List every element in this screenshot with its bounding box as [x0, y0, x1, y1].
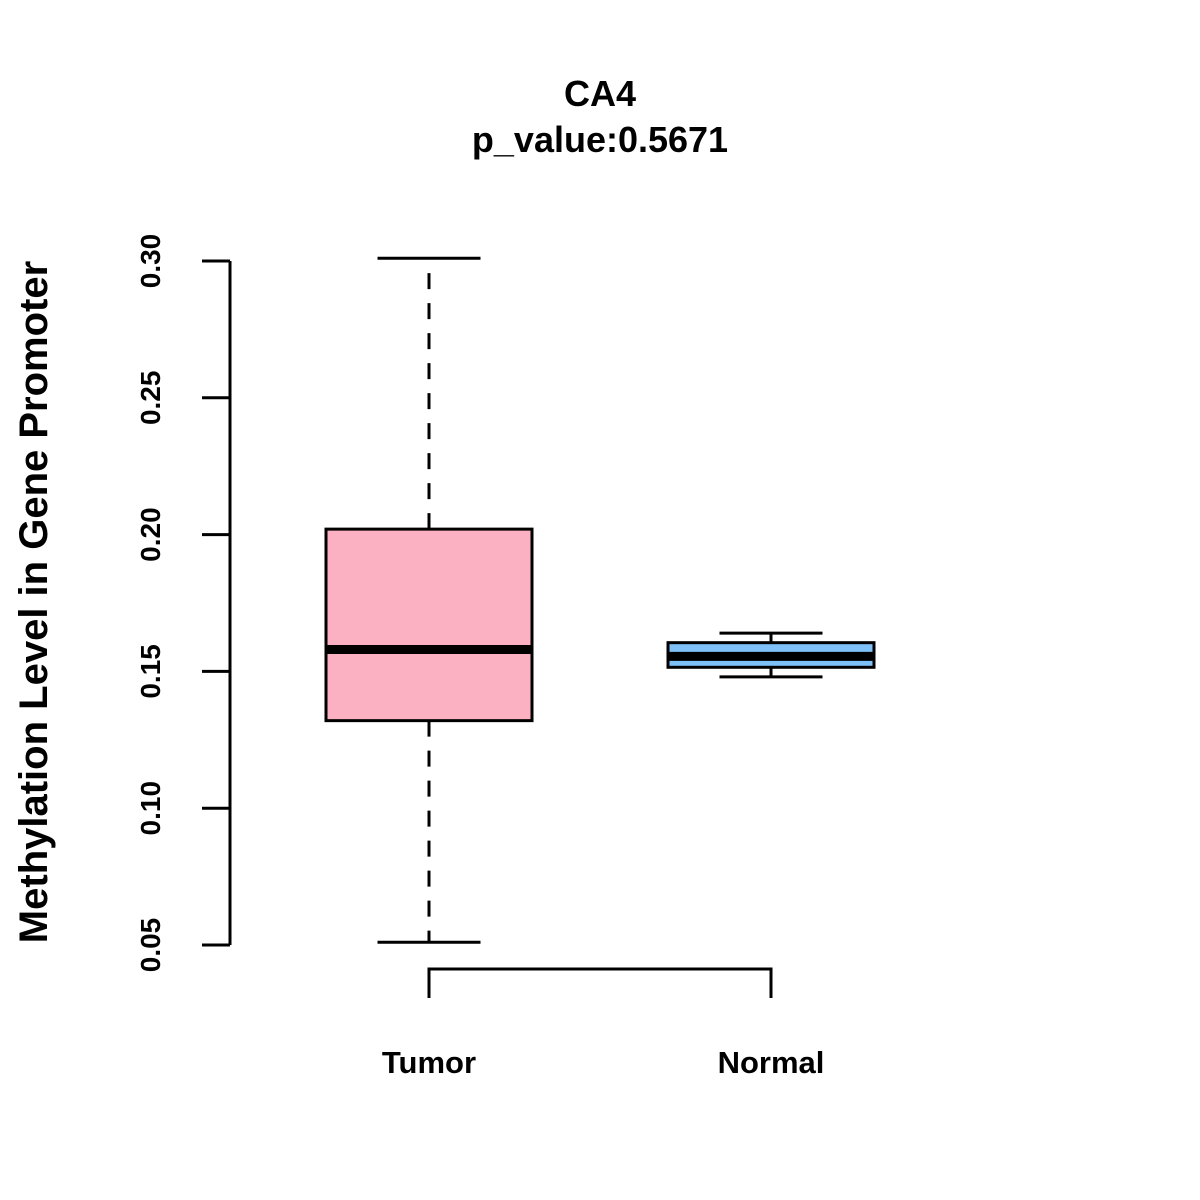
y-axis: 0.05 0.10 0.15 0.20 0.25 0.30	[135, 234, 232, 973]
chart-subtitle: p_value:0.5671	[472, 119, 728, 160]
comparison-bracket	[427, 967, 773, 998]
category-label-normal: Normal	[718, 1045, 825, 1080]
box-normal	[666, 631, 876, 679]
y-tick-label: 0.15	[135, 644, 166, 699]
category-labels: Tumor Normal	[382, 1045, 824, 1080]
y-tick-label: 0.10	[135, 781, 166, 836]
boxes	[324, 256, 876, 944]
box-tumor	[324, 256, 534, 944]
y-tick-label: 0.25	[135, 371, 166, 426]
y-tick-label: 0.05	[135, 918, 166, 973]
box-iqr	[324, 527, 534, 723]
category-label-tumor: Tumor	[382, 1045, 476, 1080]
y-tick-label: 0.20	[135, 507, 166, 562]
chart-title: CA4	[564, 73, 636, 114]
y-tick-label: 0.30	[135, 234, 166, 289]
y-axis-label: Methylation Level in Gene Promoter	[12, 261, 56, 943]
bracket-line	[427, 967, 773, 998]
